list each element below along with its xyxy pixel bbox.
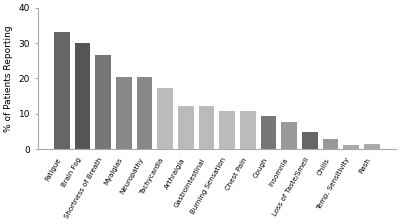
Bar [364, 144, 380, 149]
Bar [96, 55, 111, 149]
Bar [261, 116, 276, 149]
Bar [137, 77, 152, 149]
Y-axis label: % of Patients Reporting: % of Patients Reporting [4, 25, 13, 132]
Bar [158, 88, 173, 149]
Bar [240, 111, 256, 149]
Bar [323, 139, 338, 149]
Bar [116, 77, 132, 149]
Bar [302, 132, 318, 149]
Bar [75, 43, 90, 149]
Bar [54, 32, 70, 149]
Bar [344, 145, 359, 149]
Bar [220, 111, 235, 149]
Bar [199, 106, 214, 149]
Bar [282, 122, 297, 149]
Bar [178, 106, 194, 149]
